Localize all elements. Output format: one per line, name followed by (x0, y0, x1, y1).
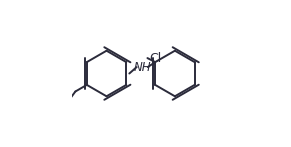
Text: NH: NH (134, 61, 151, 74)
Text: Cl: Cl (149, 52, 161, 65)
